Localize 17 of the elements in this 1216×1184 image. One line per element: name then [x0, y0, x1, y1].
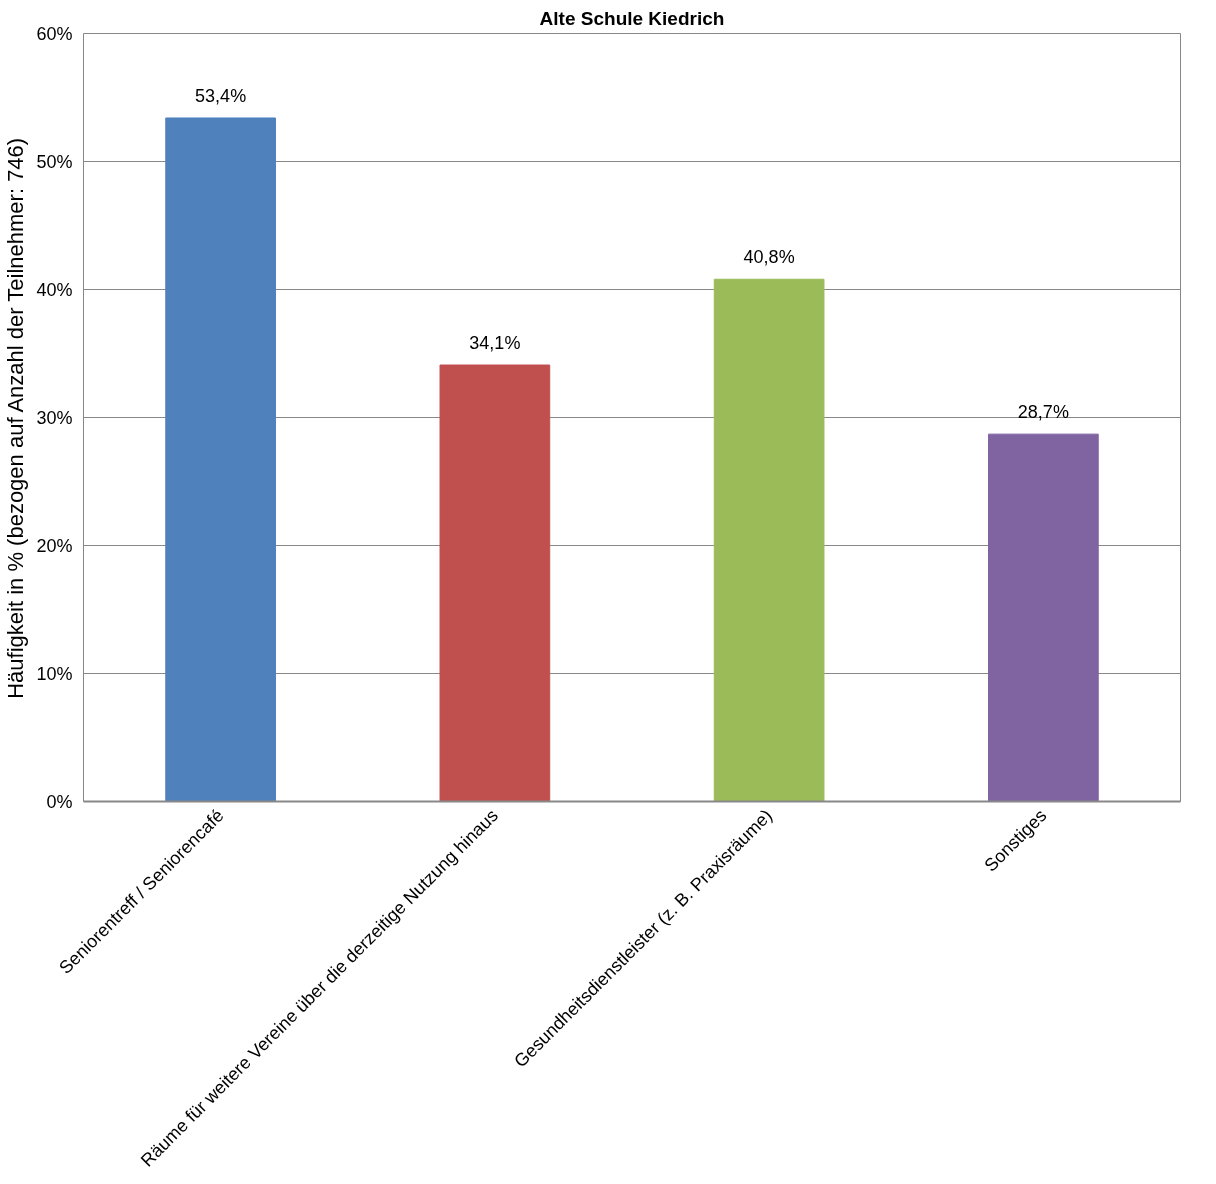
y-tick-label: 10%: [36, 663, 73, 684]
data-label: 53,4%: [195, 85, 247, 106]
y-tick-label: 40%: [36, 279, 73, 300]
data-label: 34,1%: [469, 333, 521, 354]
y-axis-title: Häufigkeit in % (bezogen auf Anzahl der Teilnehmer: 746): [3, 137, 29, 699]
bar: [988, 433, 1099, 802]
y-tick-label: 0%: [46, 791, 73, 812]
y-tick-label: 20%: [36, 535, 73, 556]
y-tick-label: 30%: [36, 407, 73, 428]
y-tick-label: 50%: [36, 151, 73, 172]
bar: [165, 117, 276, 802]
y-tick-label: 60%: [36, 23, 73, 44]
bar: [713, 278, 825, 802]
chart-title: Alte Schule Kiedrich: [539, 7, 725, 29]
data-label: 40,8%: [743, 247, 795, 268]
bar: [439, 364, 551, 802]
data-label: 28,7%: [1017, 402, 1069, 423]
